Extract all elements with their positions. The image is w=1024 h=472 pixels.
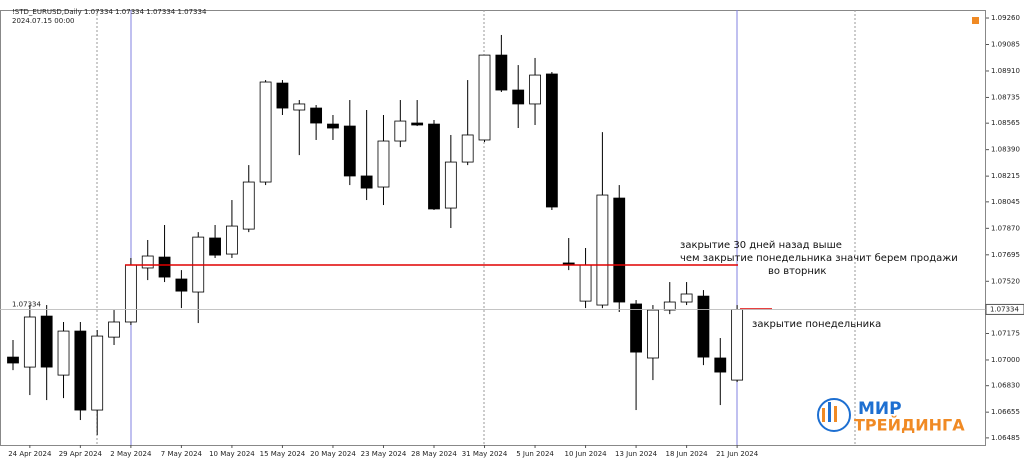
- candle-body: [209, 237, 221, 256]
- candle-body: [529, 74, 541, 105]
- y-tick-label: 1.07000: [991, 356, 1020, 364]
- candle-body: [158, 256, 171, 278]
- annotation: закрытие понедельника: [752, 319, 881, 330]
- candle-body: [327, 123, 339, 129]
- candle-body: [293, 103, 306, 111]
- x-tick-label: 18 Jun 2024: [666, 450, 709, 458]
- y-tick-label: 1.08565: [991, 119, 1020, 127]
- y-tick-label: 1.09260: [991, 14, 1020, 22]
- y-tick-label: 1.07520: [991, 277, 1020, 285]
- candle-body: [613, 197, 626, 303]
- candle-body: [108, 321, 120, 338]
- x-tick-label: 5 Jun 2024: [516, 450, 554, 458]
- candle-body: [40, 315, 53, 368]
- y-tick-label: 1.09085: [991, 40, 1020, 48]
- candle-body: [7, 356, 19, 364]
- candle-body: [259, 81, 272, 183]
- logo: МИР ТРЕЙДИНГА: [817, 398, 965, 435]
- y-tick-label: 1.06830: [991, 382, 1020, 390]
- candle-body: [731, 309, 744, 381]
- candle-body: [680, 293, 693, 303]
- candle-body: [276, 82, 289, 109]
- plot-frame: [0, 10, 986, 446]
- last-price-label: 1.07334: [12, 300, 41, 308]
- candle-body: [360, 175, 373, 189]
- candle-body: [495, 54, 508, 91]
- x-tick-label: 7 May 2024: [161, 450, 203, 458]
- x-tick-label: 23 May 2024: [361, 450, 407, 458]
- candle-body: [175, 278, 188, 292]
- candle-body: [343, 125, 356, 177]
- annotation: во вторник: [768, 266, 826, 277]
- x-tick-label: 10 May 2024: [209, 450, 255, 458]
- x-tick-label: 24 Apr 2024: [8, 450, 52, 458]
- candle-body: [647, 309, 659, 359]
- logo-text: МИР: [858, 399, 902, 419]
- y-tick-label: 1.08215: [991, 172, 1020, 180]
- candle-body: [23, 316, 36, 368]
- annotation: чем закрытие понедельника значит берем п…: [680, 253, 958, 264]
- candle-body: [91, 335, 104, 411]
- x-tick-label: 29 Apr 2024: [59, 450, 103, 458]
- x-tick-label: 15 May 2024: [260, 450, 306, 458]
- candle-body: [74, 330, 87, 411]
- candle-body: [579, 264, 592, 302]
- candle-body: [124, 264, 137, 323]
- candle-body: [394, 120, 407, 142]
- logo-icon: [817, 398, 851, 432]
- logo-icon: [834, 406, 837, 422]
- y-tick-label: 1.07870: [991, 224, 1020, 232]
- candle-body: [697, 295, 710, 358]
- y-tick-label: 1.08910: [991, 67, 1020, 75]
- x-tick-label: 10 Jun 2024: [565, 450, 608, 458]
- y-tick-label: 1.08390: [991, 146, 1020, 154]
- annotation: закрытие 30 дней назад выше: [680, 240, 842, 251]
- candle-body: [242, 181, 255, 230]
- last-price-box: [985, 303, 1024, 315]
- candle-body: [57, 330, 70, 376]
- candle-body: [428, 123, 440, 210]
- x-tick-label: 21 Jun 2024: [716, 450, 759, 458]
- settings-icon[interactable]: [972, 17, 979, 24]
- x-tick-label: 28 May 2024: [411, 450, 457, 458]
- x-tick-label: 13 Jun 2024: [615, 450, 658, 458]
- logo-icon: [828, 402, 831, 422]
- candle-body: [444, 161, 457, 209]
- chart-title: !STD_EURUSD,Daily 1.07334 1.07334 1.0733…: [12, 8, 207, 16]
- candle-body: [411, 122, 424, 126]
- candle-body: [310, 107, 323, 124]
- candle-body: [663, 301, 676, 311]
- y-tick-label: 1.06655: [991, 408, 1020, 416]
- candle-body: [461, 134, 474, 163]
- y-tick-label: 1.06485: [991, 434, 1020, 442]
- candle-body: [714, 357, 727, 373]
- x-tick-label: 20 May 2024: [310, 450, 356, 458]
- y-tick-label: 1.08045: [991, 198, 1020, 206]
- candle-body: [377, 140, 390, 188]
- chart-subtitle: 2024.07.15 00:00: [12, 17, 74, 25]
- logo-text: ТРЕЙДИНГА: [854, 416, 965, 435]
- candle-body: [545, 73, 558, 208]
- logo-icon: [822, 408, 825, 422]
- last-price-label: 1.07334: [990, 305, 1019, 313]
- candle-body: [226, 225, 238, 255]
- candle-body: [478, 54, 491, 141]
- candle-body: [630, 303, 642, 353]
- y-tick-label: 1.08735: [991, 93, 1020, 101]
- x-tick-label: 31 May 2024: [462, 450, 508, 458]
- candle-body: [512, 89, 525, 105]
- x-tick-label: 2 May 2024: [110, 450, 152, 458]
- y-tick-label: 1.07175: [991, 329, 1020, 337]
- candle-body: [596, 194, 609, 306]
- y-tick-label: 1.07695: [991, 251, 1020, 259]
- candle-body: [141, 255, 154, 269]
